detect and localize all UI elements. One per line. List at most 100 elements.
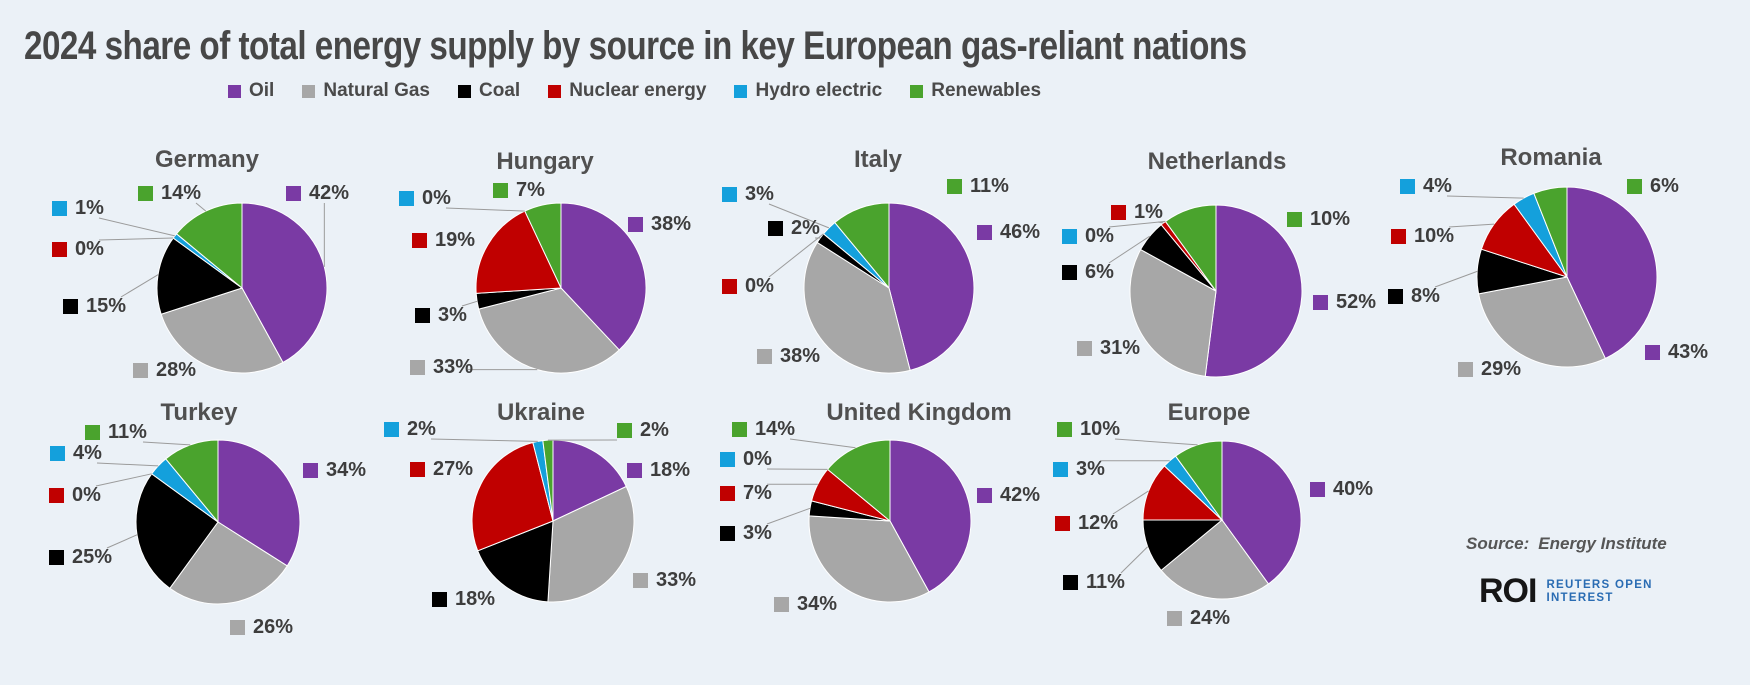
slice-label-nuclear: 0% — [722, 276, 774, 296]
roi-logo-mark: ROI — [1479, 572, 1537, 610]
slice-value: 12% — [1078, 512, 1119, 534]
slice-label-hydro: 2% — [384, 419, 436, 439]
pie-slice-oil — [1566, 186, 1658, 360]
legend-label: Hydro electric — [755, 80, 883, 101]
oil-swatch — [977, 225, 992, 240]
slice-value: 33% — [433, 356, 474, 378]
nuclear-swatch — [548, 84, 562, 98]
slice-value: 15% — [86, 295, 127, 317]
slice-label-oil: 40% — [1310, 478, 1374, 500]
slice-label-nuclear: 7% — [720, 482, 772, 504]
slice-label-hydro: 0% — [720, 448, 772, 470]
slice-value: 7% — [743, 482, 772, 504]
slice-value: 11% — [970, 175, 1009, 197]
oil-swatch — [1310, 482, 1325, 497]
slice-value: 2% — [640, 419, 669, 441]
oil-swatch — [228, 84, 241, 98]
pie-slice-renewables — [1174, 440, 1223, 522]
slice-label-oil: 46% — [977, 222, 1040, 242]
hydro-swatch — [1053, 462, 1068, 477]
legend-item-coal: Coal — [458, 80, 520, 102]
slice-label-renewables: 2% — [617, 419, 669, 441]
legend: Oil Natural Gas Coal Nuclear energy Hydro el… — [228, 80, 1041, 102]
pie-title: Netherlands — [1147, 148, 1287, 175]
legend-item-nuclear: Nuclear energy — [548, 80, 706, 102]
slice-value: 34% — [797, 593, 838, 615]
slice-value: 38% — [651, 213, 692, 235]
slice-value: 10% — [1080, 418, 1121, 440]
pie-title: Germany — [154, 146, 260, 173]
pie-slice-gas — [1129, 248, 1217, 377]
pie-slice-coal — [135, 473, 219, 590]
roi-logo-line2: INTEREST — [1546, 592, 1614, 604]
slice-value: 14% — [755, 418, 796, 440]
pie-slice-coal — [477, 520, 554, 603]
pie-slice-oil — [889, 439, 972, 593]
slice-label-nuclear: 27% — [410, 459, 473, 479]
slice-label-renewables: 6% — [1627, 176, 1679, 196]
slice-label-nuclear: 0% — [52, 239, 104, 259]
coal-swatch — [1063, 575, 1078, 590]
slice-value: 3% — [743, 522, 772, 544]
leader-line — [95, 473, 152, 487]
leader-line — [1108, 220, 1166, 228]
pie-slice-oil — [241, 202, 328, 364]
pie-slice-oil — [1204, 204, 1303, 378]
nuclear-swatch — [720, 486, 735, 501]
slice-value: 8% — [1411, 285, 1440, 307]
gas-swatch — [1077, 341, 1092, 356]
slice-label-coal: 11% — [1063, 572, 1125, 592]
gas-swatch — [633, 573, 648, 588]
renewables-swatch — [493, 183, 508, 198]
slice-label-hydro: 0% — [399, 188, 451, 208]
pie-slice-renewables — [524, 202, 562, 289]
coal-swatch — [720, 526, 735, 541]
legend-label: Renewables — [931, 80, 1042, 101]
coal-swatch — [1062, 265, 1077, 280]
coal-swatch — [458, 84, 471, 98]
pie-title: Romania — [1500, 144, 1602, 171]
pie-slice-renewables — [834, 202, 890, 290]
pie-slice-gas — [478, 287, 620, 374]
coal-swatch — [768, 221, 783, 236]
roi-logo-line1: REUTERS OPEN — [1546, 579, 1653, 591]
coal-swatch — [432, 592, 447, 607]
roi-logo-text: REUTERS OPEN INTEREST — [1546, 579, 1652, 605]
slice-label-hydro: 0% — [1062, 225, 1114, 247]
legend-item-hydro: Hydro electric — [734, 80, 882, 102]
gas-swatch — [1458, 362, 1473, 377]
oil-swatch — [1645, 345, 1660, 360]
hydro-swatch — [1062, 229, 1077, 244]
pie-title: Turkey — [160, 399, 238, 426]
coal-swatch — [415, 308, 430, 323]
slice-value: 40% — [1333, 478, 1374, 500]
slice-value: 3% — [1076, 458, 1105, 480]
pie-slice-oil — [888, 202, 975, 371]
slice-value: 42% — [309, 182, 350, 204]
pie-slice-gas — [808, 515, 930, 603]
slice-value: 1% — [75, 197, 104, 219]
coal-swatch — [1388, 289, 1403, 304]
slice-value: 3% — [745, 183, 774, 205]
leader-line — [195, 202, 207, 212]
pie-slice-renewables — [1533, 186, 1568, 278]
slice-value: 0% — [743, 448, 772, 470]
leader-line — [461, 300, 478, 307]
slice-value: 14% — [161, 182, 202, 204]
leader-line — [766, 507, 811, 525]
slice-label-hydro: 3% — [1053, 458, 1105, 480]
renewables-swatch — [617, 423, 632, 438]
slice-value: 18% — [650, 459, 691, 481]
slice-value: 0% — [1085, 225, 1114, 247]
slice-value: 43% — [1668, 341, 1709, 363]
pie-slice-renewables — [1164, 204, 1217, 293]
slice-value: 10% — [1310, 208, 1351, 230]
renewables-swatch — [138, 186, 153, 201]
legend-label: Natural Gas — [323, 80, 430, 101]
slice-value: 38% — [780, 345, 821, 367]
slice-label-nuclear: 1% — [1111, 202, 1163, 222]
renewables-swatch — [910, 84, 924, 98]
slice-label-coal: 6% — [1062, 262, 1114, 282]
